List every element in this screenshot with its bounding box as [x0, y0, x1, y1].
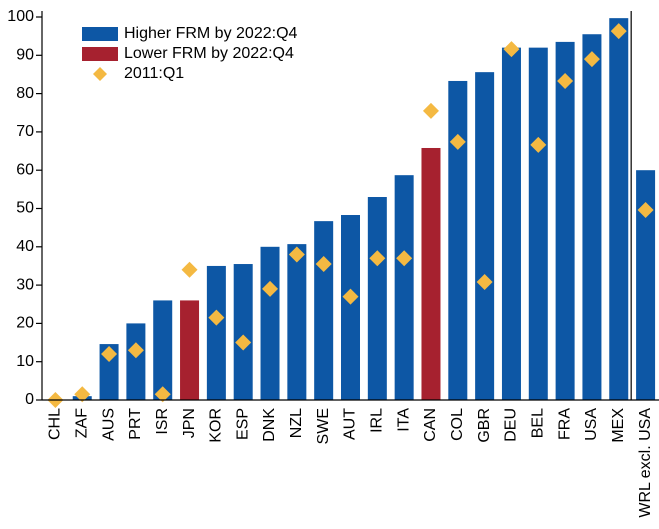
bar	[314, 221, 334, 400]
bar	[421, 147, 441, 400]
bar	[528, 47, 548, 400]
bar	[394, 175, 414, 400]
x-tick-label: ISR	[154, 408, 171, 435]
y-tick-label: 10	[16, 353, 34, 370]
x-tick-label: BEL	[530, 408, 547, 438]
bar	[582, 34, 602, 401]
legend-label: Higher FRM by 2022:Q4	[124, 25, 298, 42]
x-tick-label: MEX	[610, 408, 627, 443]
bar	[287, 244, 307, 400]
y-tick-label: 50	[16, 200, 34, 217]
diamond	[476, 274, 493, 291]
diamond	[262, 280, 279, 297]
bar	[448, 80, 468, 400]
y-tick-label: 60	[16, 161, 34, 178]
x-tick-label: DEU	[503, 408, 520, 442]
x-tick-label: PRT	[127, 408, 144, 440]
y-tick-label: 40	[16, 238, 34, 255]
bar	[501, 47, 521, 400]
diamond	[74, 386, 91, 403]
x-tick-label: IRL	[369, 408, 386, 433]
y-tick-label: 20	[16, 315, 34, 332]
diamond	[557, 72, 574, 89]
bar	[341, 215, 360, 400]
legend-swatch	[82, 27, 118, 41]
bar	[180, 300, 200, 400]
x-tick-label: COL	[449, 408, 466, 441]
x-tick-label: ZAF	[73, 408, 90, 438]
bar	[99, 344, 119, 400]
x-tick-label: ITA	[395, 408, 412, 432]
x-tick-label: ESP	[234, 408, 251, 440]
y-tick-label: 90	[16, 47, 34, 64]
diamond	[369, 250, 386, 267]
diamond	[503, 41, 520, 58]
y-tick-label: 0	[25, 391, 34, 408]
diamond	[101, 346, 118, 363]
x-tick-label: CAN	[422, 408, 439, 442]
x-tick-label: WRL excl. USA	[637, 408, 654, 518]
diamond	[637, 202, 654, 219]
bar	[153, 300, 173, 400]
x-tick-label: CHL	[47, 408, 64, 440]
legend-label: 2011:Q1	[124, 65, 184, 82]
bar	[260, 246, 280, 400]
x-tick-label: USA	[583, 408, 600, 441]
diamond	[315, 256, 332, 273]
y-tick-label: 70	[16, 123, 34, 140]
x-tick-label: AUT	[342, 408, 359, 440]
x-tick-label: AUS	[100, 408, 117, 441]
bar	[555, 41, 575, 401]
bar	[367, 197, 387, 400]
bar	[206, 265, 226, 400]
bar	[609, 18, 629, 401]
diamond	[235, 334, 252, 351]
bar	[475, 72, 495, 400]
y-tick-label: 80	[16, 85, 34, 102]
legend-swatch	[93, 67, 107, 81]
x-tick-label: KOR	[208, 408, 225, 443]
diamond	[208, 309, 225, 326]
diamond	[288, 246, 305, 263]
y-tick-label: 100	[7, 8, 34, 25]
diamond	[583, 51, 600, 68]
diamond	[610, 23, 627, 40]
diamond	[422, 102, 439, 119]
diamond	[154, 386, 171, 403]
legend-label: Lower FRM by 2022:Q4	[124, 45, 294, 62]
x-tick-label: GBR	[476, 408, 493, 443]
x-tick-label: DNK	[261, 408, 278, 442]
bar	[126, 323, 146, 400]
bar	[636, 170, 656, 400]
legend-swatch	[82, 47, 118, 61]
diamond	[396, 250, 413, 267]
bar	[233, 264, 253, 400]
diamond	[127, 342, 144, 359]
y-tick-label: 30	[16, 276, 34, 293]
diamond	[449, 133, 466, 150]
x-tick-label: SWE	[315, 408, 332, 444]
x-tick-label: FRA	[556, 408, 573, 440]
x-tick-label: JPN	[181, 408, 198, 438]
diamond	[530, 136, 547, 153]
diamond	[181, 261, 198, 278]
diamond	[342, 288, 359, 305]
x-tick-label: NZL	[288, 408, 305, 438]
